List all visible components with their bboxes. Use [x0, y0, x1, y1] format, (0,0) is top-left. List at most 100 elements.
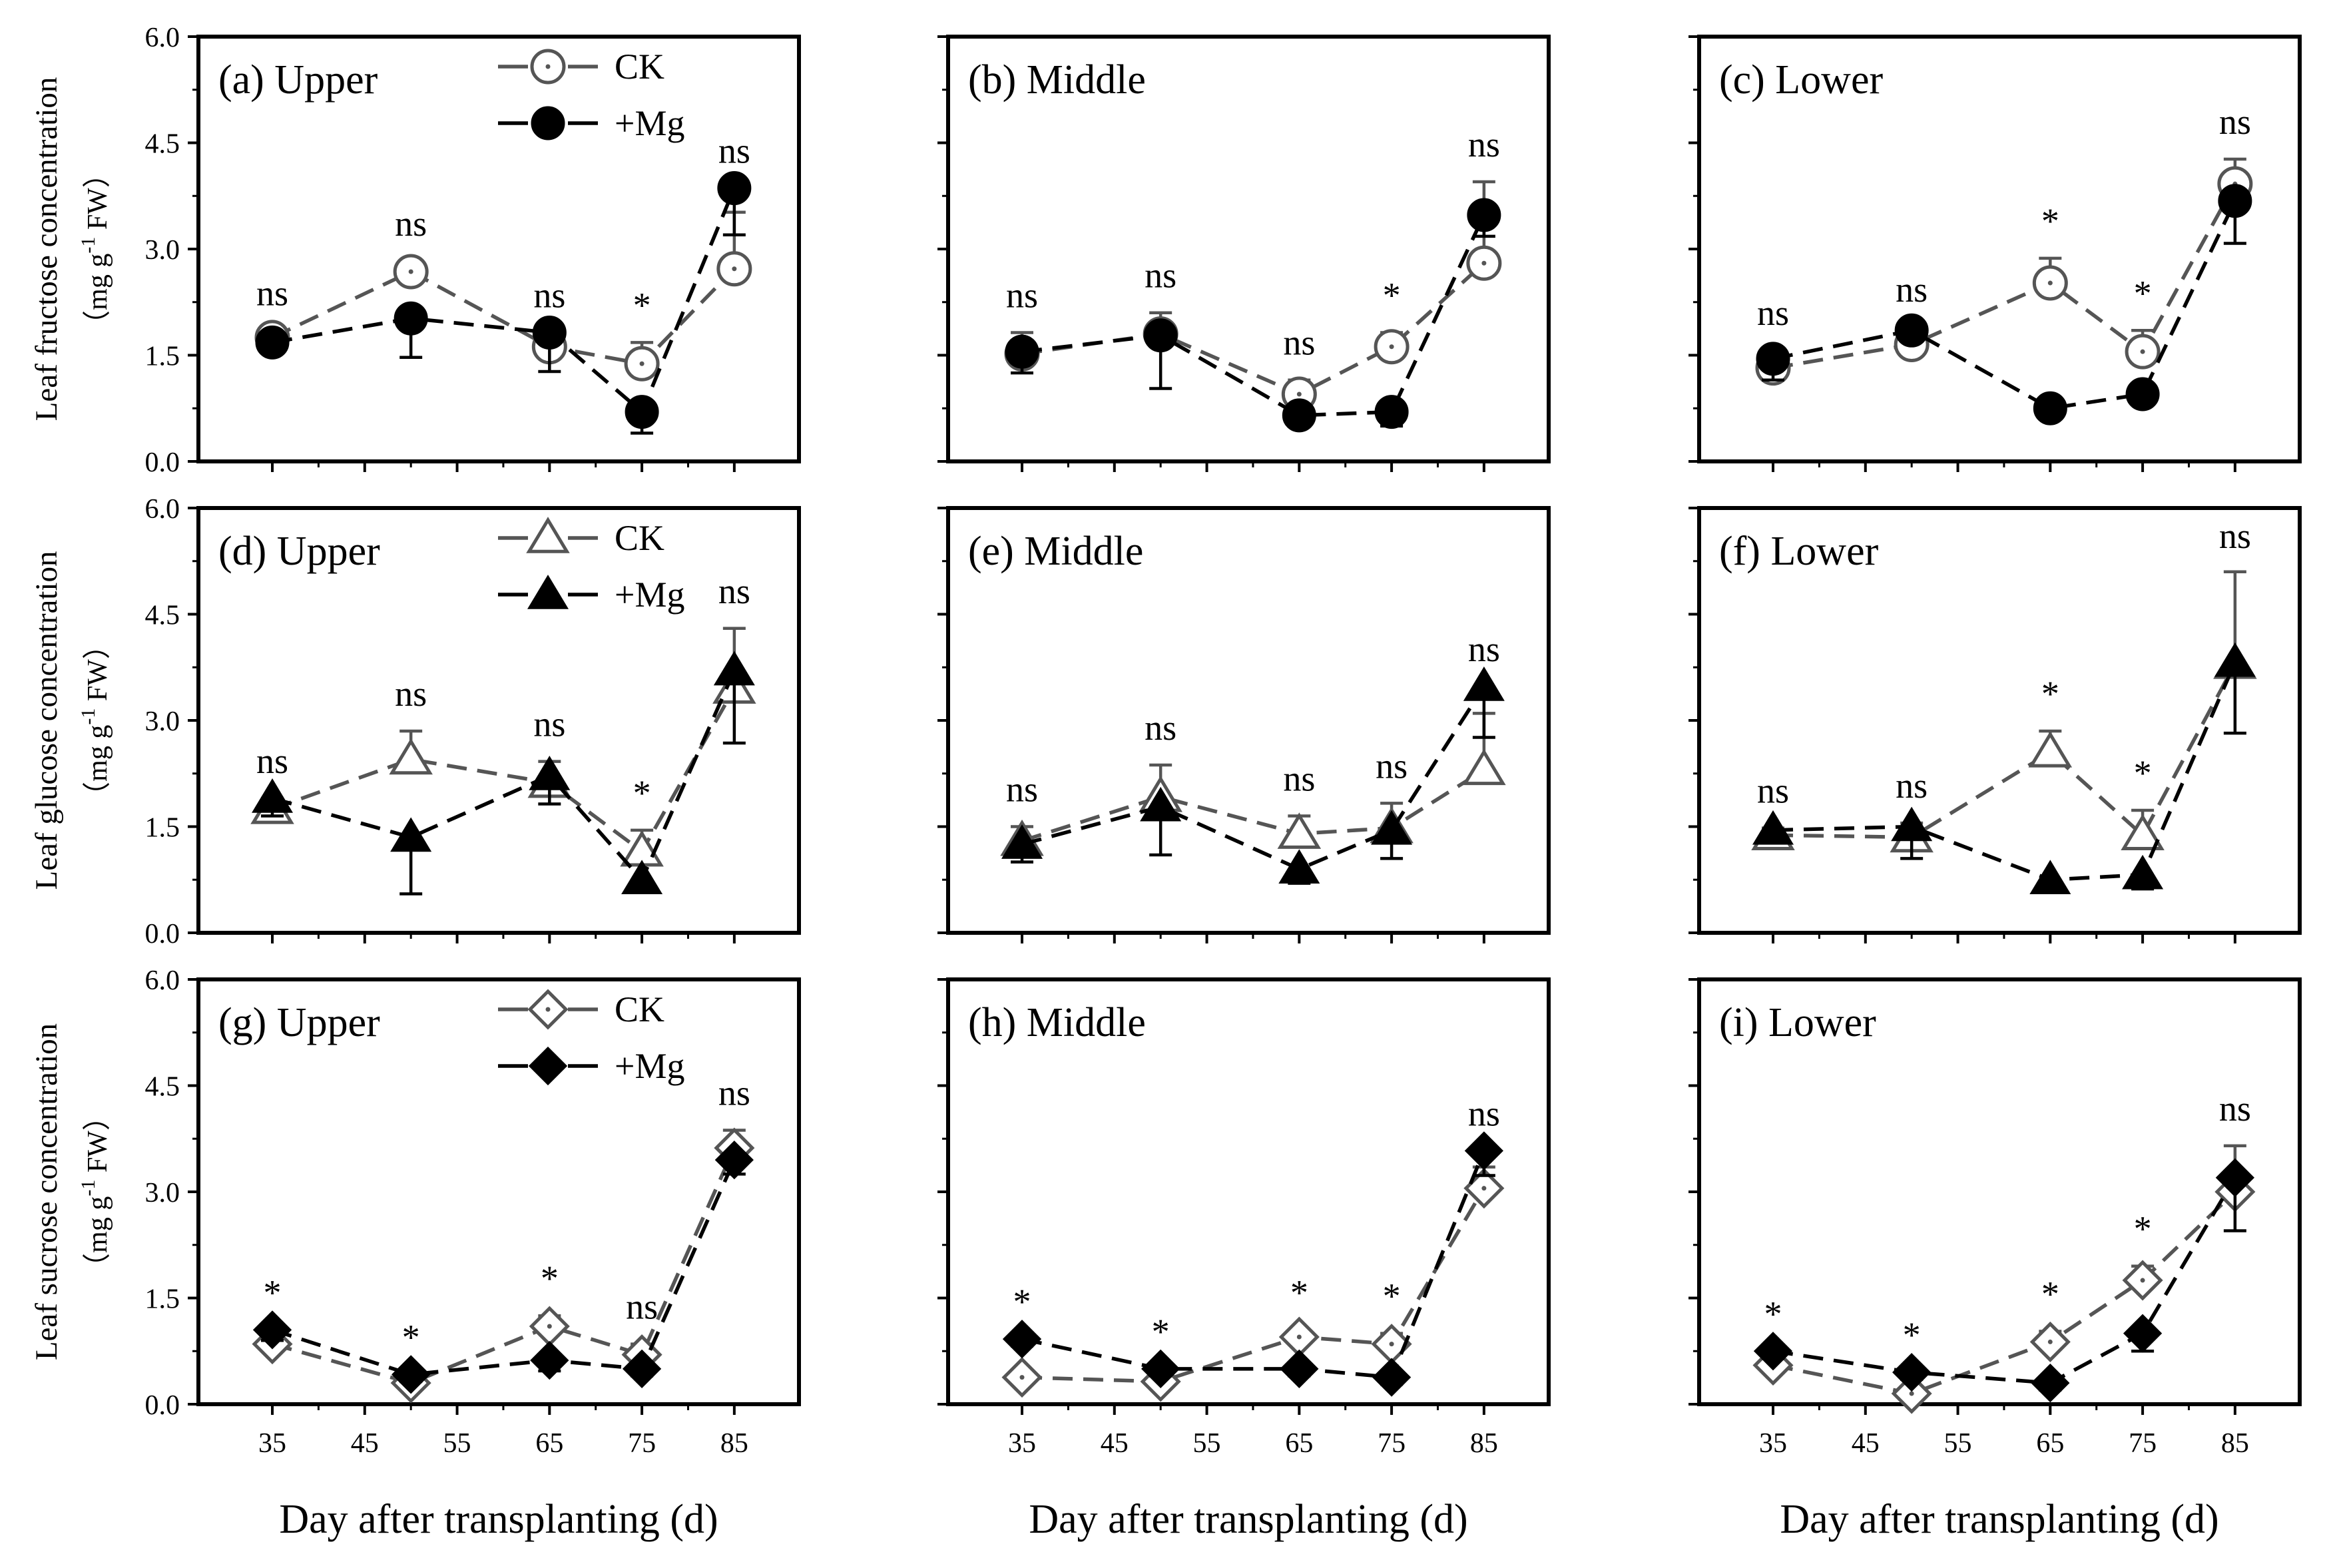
significance-label: ns	[1376, 746, 1408, 786]
data-point	[1140, 786, 1182, 822]
series-mg	[252, 651, 755, 896]
panel-d: 0.0 1.5 3.0 4.5 6.0 (d) Upper ns ns ns * ns CK +Mg	[145, 494, 801, 949]
significance-label: ns	[626, 1287, 658, 1327]
data-point	[1001, 824, 1043, 859]
significance-label: *	[2134, 1209, 2152, 1249]
legend-label: CK	[615, 47, 664, 87]
series-line	[1772, 1176, 2237, 1385]
series-mg	[1753, 1158, 2254, 1403]
series-mg	[1001, 666, 1505, 885]
series-ck	[252, 1127, 755, 1404]
data-point	[1371, 810, 1413, 845]
y-axis-label: Leaf fructose concentration	[29, 77, 64, 421]
series-line	[272, 1147, 736, 1386]
significance-label: ns	[1757, 293, 1789, 333]
y-axis-label: Leaf sucrose concentration	[29, 1023, 64, 1360]
series-line	[1021, 214, 1486, 417]
y-tick-label: 3.0	[145, 1178, 180, 1208]
panel-title: (h) Middle	[968, 1000, 1146, 1045]
data-point	[532, 315, 567, 350]
y-tick-label: 6.0	[145, 494, 180, 525]
unit-sup: -1	[77, 237, 99, 254]
y-tick-label: 1.5	[145, 813, 180, 844]
x-tick-label: 75	[2129, 1428, 2157, 1459]
x-tick-label: 45	[1852, 1428, 1880, 1459]
significance-label: *	[2134, 753, 2152, 793]
series-mg	[255, 171, 752, 435]
data-point	[2218, 184, 2252, 218]
significance-label: ns	[1006, 275, 1038, 315]
significance-label: ns	[2219, 102, 2251, 142]
data-point-dot	[2140, 1278, 2145, 1283]
data-point	[714, 1141, 754, 1180]
series-line	[1772, 200, 2237, 411]
unit-sup: -1	[77, 1180, 99, 1196]
panel-f: (f) Lower ns ns * * ns	[1688, 506, 2302, 943]
x-tick-label: 85	[1470, 1428, 1498, 1459]
y-tick-label: 0.0	[145, 1390, 180, 1421]
panel-title: (d) Upper	[218, 529, 380, 574]
significance-label: *	[1383, 275, 1401, 315]
unit-prefix: （mg g	[83, 254, 113, 338]
significance-label: *	[402, 1317, 420, 1357]
legend-label: CK	[615, 989, 664, 1029]
y-axis-unit: （mg g-1 FW）	[77, 631, 113, 810]
data-point	[1753, 1332, 1793, 1371]
panel-h: 35 45 55 65 75 85 (h) Middle * * * * ns	[937, 977, 1551, 1459]
significance-label: *	[2041, 674, 2059, 714]
data-point	[1891, 806, 1933, 842]
data-point	[390, 817, 432, 852]
legend-label: CK	[615, 518, 664, 558]
data-point	[2029, 860, 2071, 894]
data-point	[2125, 377, 2160, 411]
y-tick-label: 0.0	[145, 447, 180, 478]
legend-marker-dot	[545, 64, 551, 69]
y-tick-label: 1.5	[145, 1284, 180, 1315]
data-point	[2031, 1363, 2070, 1403]
significance-label: ns	[1283, 323, 1315, 363]
data-point-dot	[408, 269, 413, 274]
panel-e: (e) Middle ns ns ns ns ns	[937, 506, 1551, 943]
legend: CK +Mg	[498, 517, 684, 615]
data-point	[621, 860, 663, 894]
significance-label: *	[633, 773, 651, 813]
significance-label: ns	[1006, 770, 1038, 810]
data-point	[389, 738, 433, 775]
series-mg	[1756, 184, 2252, 425]
significance-label: *	[1903, 1315, 1921, 1355]
data-point	[252, 1310, 292, 1350]
data-point	[1892, 1353, 1932, 1392]
x-tick-label: 55	[443, 1428, 471, 1459]
x-tick-label: 45	[1101, 1428, 1129, 1459]
data-point	[1005, 334, 1039, 369]
series-line	[1772, 661, 2237, 882]
data-point	[2214, 642, 2256, 677]
y-tick-label: 6.0	[145, 23, 180, 53]
panel-b: (b) Middle ns ns ns * ns	[937, 35, 1551, 472]
unit-prefix: （mg g	[83, 1196, 113, 1281]
legend-marker	[531, 106, 565, 140]
legend-marker	[528, 1046, 568, 1086]
y-tick-label: 6.0	[145, 965, 180, 996]
panel-title: (b) Middle	[968, 57, 1146, 103]
series-ck	[254, 210, 752, 382]
series-ck	[1752, 1144, 2256, 1414]
significance-label: ns	[533, 704, 565, 744]
y-axis-unit: （mg g-1 FW）	[77, 1103, 113, 1281]
data-point	[622, 1349, 662, 1388]
data-point	[530, 1340, 569, 1380]
data-point	[1462, 748, 1506, 786]
data-point	[1282, 398, 1316, 433]
significance-label: ns	[2219, 516, 2251, 556]
unit-suffix: FW）	[83, 160, 113, 237]
series-line	[272, 1159, 736, 1377]
y-tick-label: 4.5	[145, 601, 180, 631]
series-ck	[1751, 570, 2257, 853]
significance-label: ns	[1468, 1093, 1500, 1133]
significance-label: *	[1383, 1276, 1401, 1316]
series-line	[1772, 662, 2237, 840]
data-point-dot	[2047, 1339, 2053, 1344]
x-tick-label: 65	[2036, 1428, 2064, 1459]
x-tick-label: 55	[1944, 1428, 1972, 1459]
